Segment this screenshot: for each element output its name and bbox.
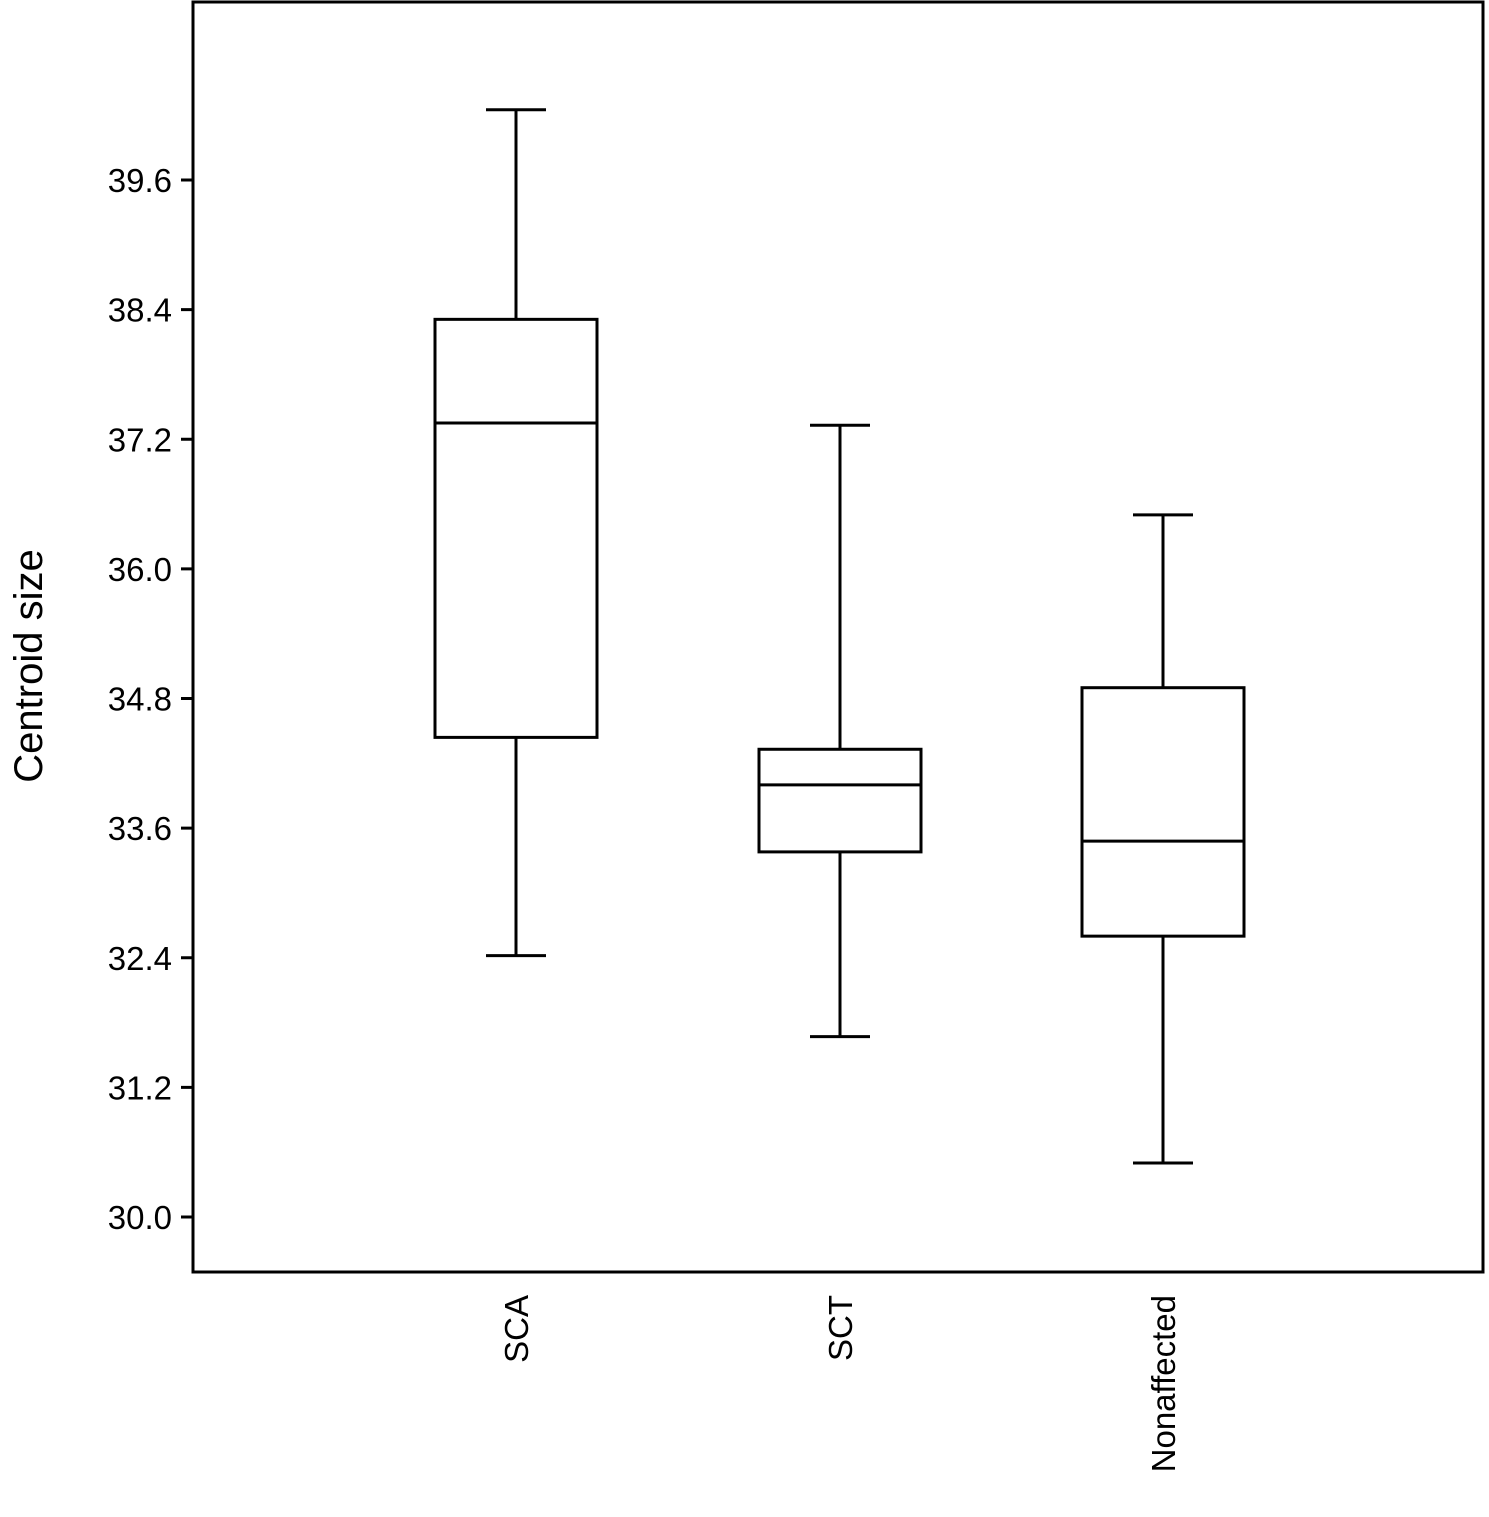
y-tick-label: 34.8 (108, 681, 172, 718)
x-axis: SCA SCT Nonaffected (498, 1295, 1182, 1472)
boxes (433, 108, 1246, 1165)
y-tick-label: 33.6 (108, 810, 172, 847)
iqr-box (757, 747, 923, 854)
plot-frame (191, 0, 1485, 1274)
y-axis: 30.0 31.2 32.4 33.6 34.8 36.0 37.2 38.4 39.6 (108, 162, 193, 1236)
box-sca (433, 108, 599, 958)
y-tick-label: 31.2 (108, 1069, 172, 1106)
y-axis-title: Centroid size (7, 549, 51, 782)
y-tick-label: 39.6 (108, 162, 172, 199)
y-tick-label: 30.0 (108, 1199, 172, 1236)
iqr-box (433, 317, 599, 739)
y-tick-label: 38.4 (108, 292, 172, 329)
box-sct (757, 423, 923, 1039)
x-category-label: Nonaffected (1145, 1295, 1182, 1472)
y-tick-label: 37.2 (108, 421, 172, 458)
y-tick-label: 36.0 (108, 551, 172, 588)
iqr-box (1080, 686, 1246, 938)
y-tick-label: 32.4 (108, 940, 172, 977)
x-category-label: SCT (822, 1295, 859, 1361)
x-category-label: SCA (498, 1295, 535, 1363)
box-nonaffected (1080, 513, 1246, 1165)
